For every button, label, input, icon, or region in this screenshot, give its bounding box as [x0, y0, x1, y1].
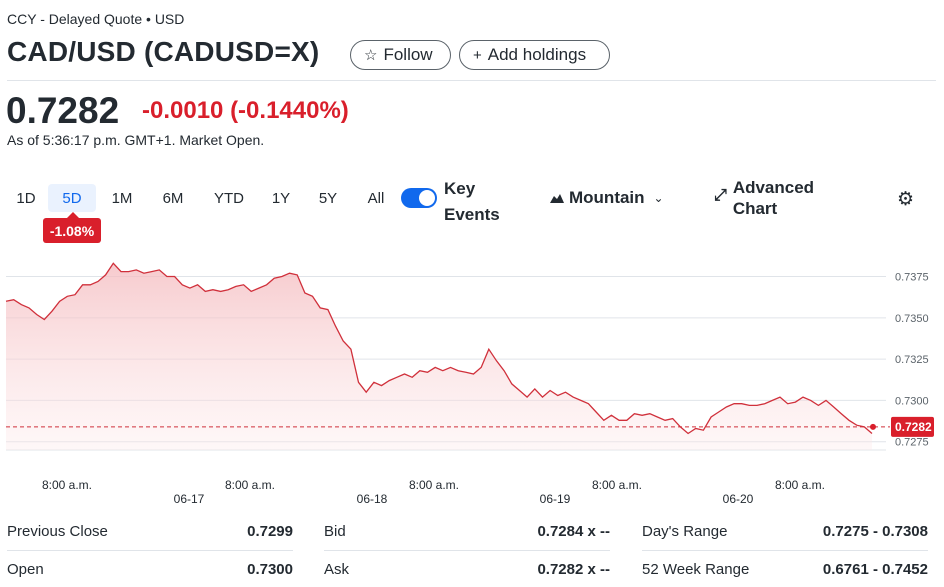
last-price-label-box [891, 416, 934, 437]
stat-row: Ask 0.7282 x -- [324, 561, 610, 578]
range-1y[interactable]: 1Y [271, 189, 291, 207]
x-tick-label: 8:00 a.m. [225, 478, 275, 492]
last-price-label: 0.7282 [895, 420, 932, 434]
stat-row: Previous Close 0.7299 [7, 523, 293, 540]
stat-label: 52 Week Range [642, 561, 750, 578]
y-tick-label: 0.7350 [895, 313, 929, 325]
last-price-dot [870, 423, 876, 430]
stat-row: 52 Week Range 0.6761 - 0.7452 [642, 561, 928, 578]
follow-label: Follow [383, 45, 433, 64]
page-title: CAD/USD (CADUSD=X) [7, 36, 320, 67]
stat-value: 0.7275 - 0.7308 [822, 523, 928, 540]
follow-button[interactable]: ☆ Follow [350, 40, 451, 70]
price-chart[interactable]: 0.7375 0.7350 0.7325 0.7300 0.7275 8:00 a.m.… [0, 250, 944, 508]
quote-subtitle: CCY - Delayed Quote • USD [7, 11, 185, 27]
stat-value: 0.7299 [247, 523, 293, 540]
range-5y[interactable]: 5Y [318, 189, 338, 207]
stat-divider [7, 550, 293, 551]
range-all[interactable]: All [367, 189, 385, 207]
add-holdings-label: Add holdings [487, 45, 587, 64]
stat-value: 0.7300 [247, 561, 293, 578]
price-area [6, 263, 872, 450]
stat-value: 0.7282 x -- [537, 561, 610, 578]
stat-label: Open [7, 561, 44, 578]
current-price: 0.7282 [6, 90, 120, 131]
stat-row: Bid 0.7284 x -- [324, 523, 610, 540]
chevron-down-icon: ⌄ [653, 191, 664, 205]
add-holdings-button[interactable]: + Add holdings [459, 40, 610, 70]
stat-divider [642, 550, 928, 551]
y-tick-label: 0.7275 [895, 437, 929, 449]
range-change-badge: -1.08% [43, 212, 101, 243]
stat-label: Bid [324, 523, 346, 540]
x-date-label: 06-19 [540, 492, 571, 506]
advanced-chart-label: Advanced Chart [732, 178, 815, 218]
range-1m[interactable]: 1M [111, 189, 133, 207]
chart-type-dropdown[interactable]: Mountain ⌄ [550, 188, 664, 208]
stat-label: Ask [324, 561, 350, 578]
stat-row: Day's Range 0.7275 - 0.7308 [642, 523, 928, 540]
advanced-chart-button[interactable]: ⤢ Advanced Chart [714, 177, 819, 219]
chart-type-label: Mountain [569, 188, 645, 207]
gear-icon[interactable]: ⚙ [897, 189, 915, 210]
stat-value: 0.7284 x -- [537, 523, 610, 540]
stat-label: Previous Close [7, 523, 108, 540]
stat-label: Day's Range [642, 523, 728, 540]
x-date-label: 06-20 [723, 492, 754, 506]
stat-value: 0.6761 - 0.7452 [822, 561, 928, 578]
y-tick-label: 0.7325 [895, 354, 929, 366]
price-change: -0.0010 (-0.1440%) [142, 97, 349, 124]
range-5d[interactable]: 5D [48, 184, 96, 212]
header-divider [7, 80, 936, 81]
x-tick-label: 8:00 a.m. [775, 478, 825, 492]
x-date-label: 06-17 [174, 492, 205, 506]
key-events-toggle[interactable] [401, 188, 437, 208]
range-6m[interactable]: 6M [162, 189, 184, 207]
range-ytd[interactable]: YTD [214, 189, 244, 207]
range-1d[interactable]: 1D [16, 189, 36, 207]
x-tick-label: 8:00 a.m. [592, 478, 642, 492]
key-events-label: Key Events [444, 179, 500, 224]
y-tick-label: 0.7300 [895, 395, 929, 407]
x-tick-label: 8:00 a.m. [42, 478, 92, 492]
mountain-icon [550, 194, 564, 203]
x-tick-label: 8:00 a.m. [409, 478, 459, 492]
y-tick-label: 0.7375 [895, 272, 929, 284]
stat-row: Open 0.7300 [7, 561, 293, 578]
star-icon: ☆ [364, 47, 378, 64]
expand-icon: ⤢ [714, 187, 727, 204]
as-of-timestamp: As of 5:36:17 p.m. GMT+1. Market Open. [7, 132, 265, 148]
x-date-label: 06-18 [357, 492, 388, 506]
price-line [5, 262, 873, 435]
toggle-knob [419, 190, 435, 206]
stat-divider [324, 550, 610, 551]
plus-icon: + [473, 46, 482, 64]
